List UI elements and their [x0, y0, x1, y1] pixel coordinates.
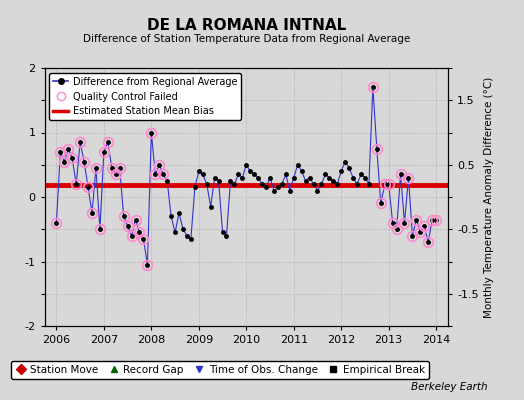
Y-axis label: Monthly Temperature Anomaly Difference (°C): Monthly Temperature Anomaly Difference (… — [484, 76, 494, 318]
Legend: Difference from Regional Average, Quality Control Failed, Estimated Station Mean: Difference from Regional Average, Qualit… — [49, 73, 241, 120]
Text: Berkeley Earth: Berkeley Earth — [411, 382, 487, 392]
Text: Difference of Station Temperature Data from Regional Average: Difference of Station Temperature Data f… — [83, 34, 410, 44]
Text: DE LA ROMANA INTNAL: DE LA ROMANA INTNAL — [147, 18, 346, 33]
Legend: Station Move, Record Gap, Time of Obs. Change, Empirical Break: Station Move, Record Gap, Time of Obs. C… — [11, 361, 429, 379]
